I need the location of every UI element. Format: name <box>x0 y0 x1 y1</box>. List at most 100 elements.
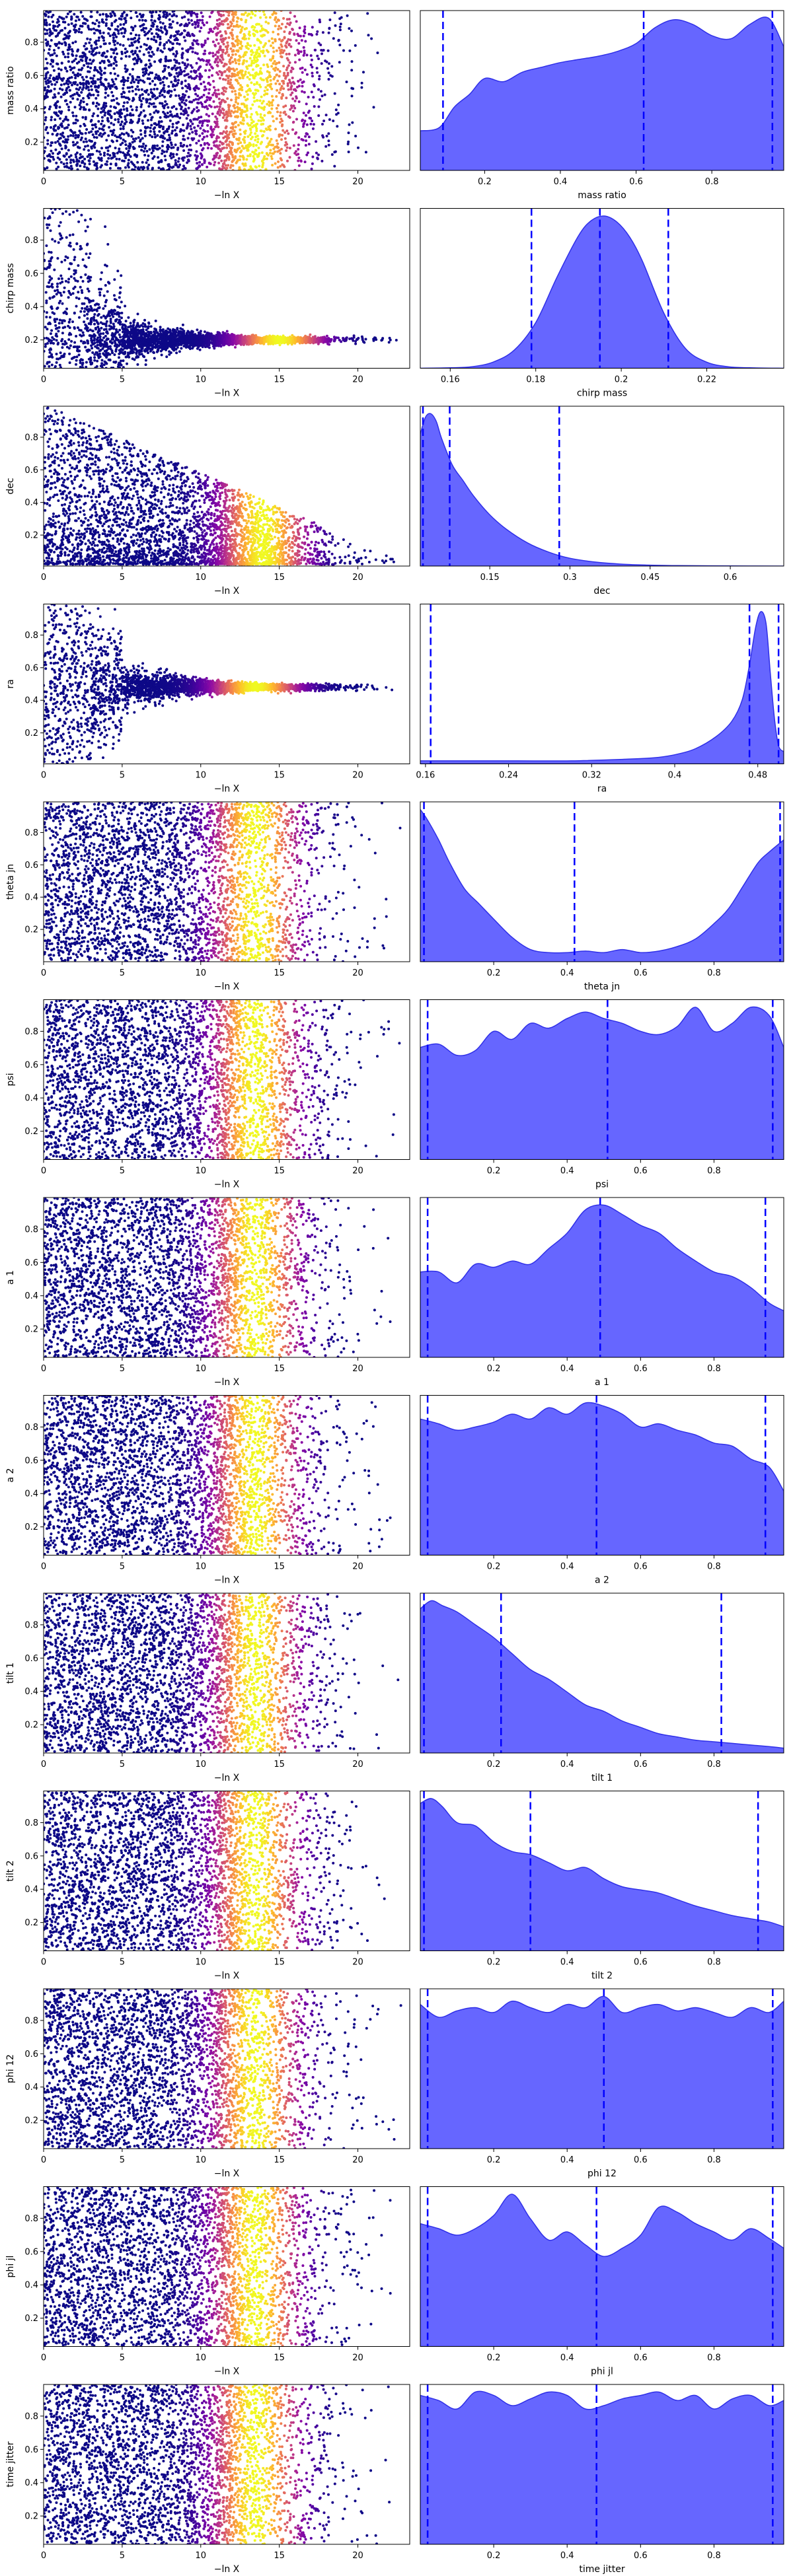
scatter-point <box>63 26 67 30</box>
scatter-point <box>215 135 219 138</box>
scatter-point <box>271 115 274 118</box>
scatter-point <box>232 104 235 108</box>
scatter-point <box>127 134 130 137</box>
scatter-point <box>206 165 209 168</box>
scatter-point <box>372 339 375 342</box>
scatter-point <box>180 100 184 104</box>
scatter-point <box>194 92 198 96</box>
scatter-point <box>254 139 257 142</box>
scatter-point <box>295 85 299 89</box>
scatter-point <box>196 39 199 42</box>
scatter-point <box>104 301 107 304</box>
scatter-point <box>93 359 96 362</box>
scatter-point <box>287 64 290 67</box>
scatter-point <box>222 108 225 112</box>
scatter-point <box>74 271 77 274</box>
scatter-point <box>102 84 105 87</box>
scatter-point <box>137 88 140 91</box>
scatter-point <box>159 102 162 105</box>
scatter-point <box>227 110 231 113</box>
scatter-point <box>334 24 337 27</box>
scatter-point <box>270 44 272 48</box>
scatter-point <box>71 111 74 114</box>
scatter-point <box>318 75 321 78</box>
scatter-point <box>181 87 184 90</box>
scatter-point <box>108 345 112 348</box>
scatter-point <box>102 332 105 335</box>
scatter-point <box>120 316 123 320</box>
scatter-point <box>219 59 222 63</box>
scatter-point <box>97 39 100 42</box>
scatter-point <box>120 132 124 135</box>
scatter-point <box>97 157 100 160</box>
scatter-point <box>92 54 95 57</box>
scatter-point <box>74 269 77 272</box>
scatter-point <box>260 102 264 105</box>
scatter-point <box>136 39 139 42</box>
scatter-point <box>181 47 184 50</box>
scatter-point <box>79 138 83 141</box>
scatter-point <box>167 91 170 94</box>
scatter-point <box>143 134 147 137</box>
scatter-point <box>92 102 95 105</box>
scatter-point <box>297 52 300 55</box>
scatter-point <box>320 62 323 65</box>
scatter-point <box>246 93 249 96</box>
x-tick-label: 20 <box>352 177 363 187</box>
scatter-point <box>171 42 174 46</box>
scatter-point <box>319 98 321 101</box>
scatter-point <box>196 25 200 28</box>
scatter-point <box>116 139 118 143</box>
scatter-point <box>94 163 96 166</box>
scatter-point <box>85 166 89 170</box>
scatter-point <box>234 157 237 160</box>
scatter-point <box>124 48 127 51</box>
scatter-point <box>55 361 58 364</box>
scatter-point <box>71 60 74 63</box>
scatter-point <box>281 22 283 26</box>
scatter-point <box>56 42 59 46</box>
scatter-point <box>169 141 172 145</box>
scatter-point <box>157 110 160 113</box>
scatter-point <box>333 11 336 15</box>
scatter-point <box>171 46 174 50</box>
scatter-point <box>200 83 203 85</box>
scatter-point <box>241 62 245 65</box>
scatter-point <box>183 24 186 27</box>
scatter-point <box>84 118 87 121</box>
scatter-point <box>206 96 209 99</box>
scatter-point <box>67 52 70 55</box>
scatter-point <box>237 142 240 145</box>
scatter-point <box>177 30 180 33</box>
scatter-point <box>215 144 218 147</box>
scatter-point <box>52 158 56 161</box>
scatter-point <box>181 168 184 170</box>
scatter-point <box>81 160 84 162</box>
scatter-point <box>147 73 151 76</box>
scatter-point <box>239 40 243 44</box>
scatter-point <box>44 116 48 119</box>
scatter-point <box>58 106 61 109</box>
scatter-point <box>80 55 83 58</box>
scatter-point <box>104 67 106 70</box>
scatter-point <box>287 132 290 135</box>
scatter-point <box>100 287 102 291</box>
scatter-point <box>316 157 319 161</box>
scatter-point <box>57 291 60 294</box>
scatter-point <box>99 166 102 169</box>
scatter-point <box>205 88 208 91</box>
scatter-point <box>234 13 237 16</box>
scatter-point <box>79 11 83 14</box>
scatter-point <box>270 87 274 90</box>
scatter-point <box>107 85 110 88</box>
scatter-point <box>144 144 147 147</box>
scatter-point <box>136 161 139 164</box>
scatter-point <box>250 118 253 122</box>
scatter-point <box>57 76 61 79</box>
scatter-point <box>141 137 144 140</box>
scatter-point <box>105 15 108 18</box>
scatter-point <box>75 29 78 32</box>
scatter-point <box>71 50 74 53</box>
scatter-point <box>237 82 240 85</box>
scatter-point <box>146 159 149 162</box>
